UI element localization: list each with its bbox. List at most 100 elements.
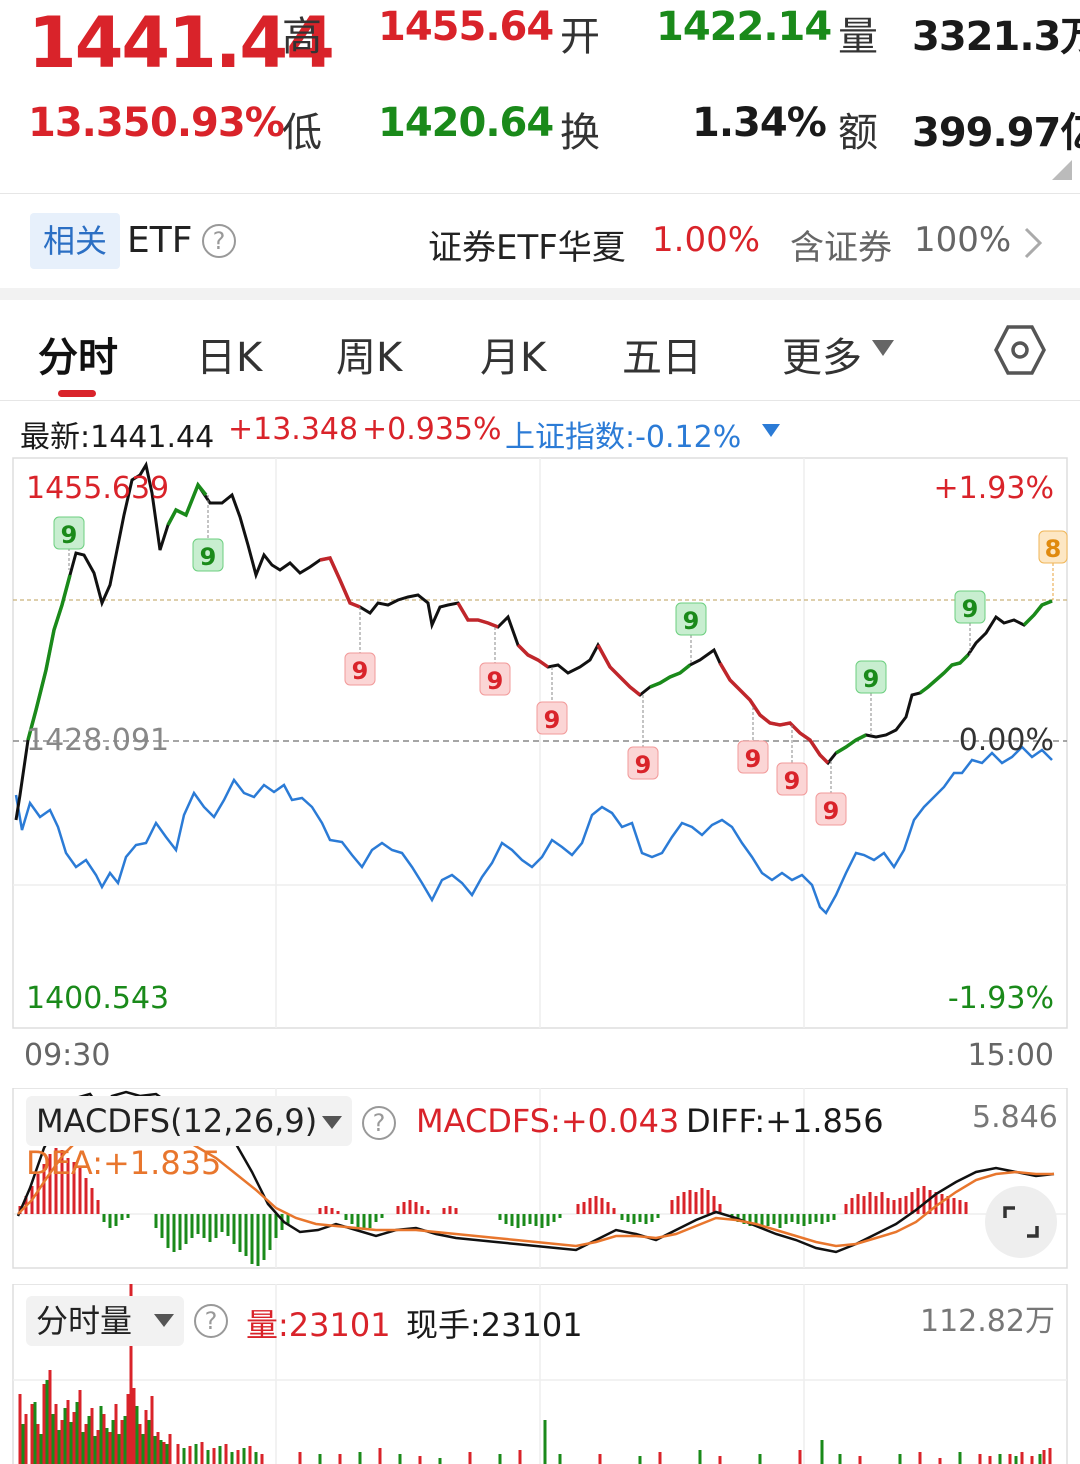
diff-value: DIFF:+1.856 bbox=[686, 1102, 884, 1140]
price-down-segment bbox=[456, 602, 499, 629]
open-label: 开 bbox=[560, 14, 600, 60]
quote-header: 1441.44 高 1455.64 开 1422.14 量 3321.3万 13… bbox=[0, 0, 1080, 192]
open-value: 1422.14 bbox=[656, 4, 832, 50]
y-high-label: 1455.639 bbox=[26, 471, 169, 506]
svg-text:9: 9 bbox=[200, 543, 217, 571]
svg-text:9: 9 bbox=[683, 607, 700, 635]
tab-daily-k[interactable]: 日K bbox=[196, 335, 263, 381]
etf-label: ETF bbox=[127, 220, 193, 261]
price-up-segment bbox=[1022, 599, 1053, 627]
turnover-value: 1.34% bbox=[692, 100, 827, 146]
help-icon[interactable]: ? bbox=[202, 224, 236, 258]
high-value: 1455.64 bbox=[378, 4, 554, 50]
svg-text:9: 9 bbox=[635, 751, 652, 779]
tab-five-day[interactable]: 五日 bbox=[622, 335, 702, 381]
tab-monthly-k[interactable]: 月K bbox=[480, 335, 547, 381]
svg-text:9: 9 bbox=[863, 665, 880, 693]
tab-more[interactable]: 更多 bbox=[782, 335, 862, 381]
etf-name[interactable]: 证券ETF华夏 bbox=[428, 228, 626, 268]
macd-select-label: MACDFS(12,26,9) bbox=[36, 1102, 318, 1140]
divider bbox=[0, 400, 1080, 401]
svg-text:9: 9 bbox=[544, 706, 561, 734]
latest-change: +13.348 bbox=[228, 412, 359, 447]
time-start-label: 09:30 bbox=[24, 1038, 110, 1073]
time-end-label: 15:00 bbox=[968, 1038, 1054, 1073]
etf-holding-pct: 100% bbox=[914, 220, 1012, 260]
price-up-segment bbox=[166, 481, 208, 526]
tab-weekly-k[interactable]: 周K bbox=[336, 335, 403, 381]
fullscreen-icon bbox=[1003, 1206, 1039, 1238]
tab-intraday[interactable]: 分时 bbox=[38, 335, 118, 381]
macd-histogram bbox=[18, 1148, 968, 1266]
etf-holding-label: 含证券 bbox=[790, 228, 892, 268]
dea-value: DEA:+1.835 bbox=[26, 1144, 222, 1182]
intraday-chart[interactable]: 9 9 9 9 9 9 9 9 9 9 9 9 bbox=[0, 455, 1080, 1085]
y-mid-label: 1428.091 bbox=[26, 723, 169, 758]
last-signal-label: 8 bbox=[1045, 535, 1062, 563]
help-icon[interactable]: ? bbox=[362, 1106, 396, 1140]
volume-label: 量 bbox=[838, 14, 878, 60]
volume-indicator-select[interactable]: 分时量 bbox=[26, 1296, 184, 1346]
macdfs-value: MACDFS:+0.043 bbox=[416, 1102, 680, 1140]
triangle-down-icon[interactable] bbox=[762, 424, 780, 438]
price-up-segment bbox=[918, 653, 970, 695]
svg-text:9: 9 bbox=[61, 521, 78, 549]
latest-change-pct: +0.935% bbox=[362, 412, 502, 447]
turnover-label: 换 bbox=[560, 110, 600, 156]
price-down-segment bbox=[319, 556, 361, 609]
triangle-down-icon[interactable] bbox=[322, 1116, 342, 1130]
volume-select-label: 分时量 bbox=[36, 1302, 133, 1340]
macd-indicator-select[interactable]: MACDFS(12,26,9) bbox=[26, 1096, 352, 1146]
volume-bars bbox=[18, 1284, 1052, 1464]
svg-text:9: 9 bbox=[784, 767, 801, 795]
volume-panel[interactable] bbox=[0, 1284, 1080, 1464]
pct-mid-label: 0.00% bbox=[959, 723, 1054, 758]
active-tab-indicator bbox=[58, 390, 96, 397]
volume-value: 3321.3万 bbox=[912, 14, 1080, 60]
high-label: 高 bbox=[282, 14, 322, 60]
price-up-segment bbox=[835, 733, 867, 755]
triangle-down-icon[interactable] bbox=[872, 340, 894, 358]
volume-max-value: 112.82万 bbox=[920, 1304, 1055, 1339]
etf-pct: 1.00% bbox=[652, 220, 761, 260]
macd-max-value: 5.846 bbox=[972, 1100, 1058, 1135]
price-up-segment bbox=[26, 574, 72, 741]
chevron-right-icon[interactable] bbox=[1022, 226, 1044, 260]
signal-markers: 9 9 9 9 9 9 9 9 9 9 9 9 bbox=[53, 495, 1068, 826]
expand-corner-icon[interactable] bbox=[1052, 160, 1072, 180]
svg-text:9: 9 bbox=[487, 667, 504, 695]
price-up-segment bbox=[649, 663, 692, 689]
index-compare[interactable]: 上证指数:-0.12% bbox=[505, 420, 742, 455]
low-label: 低 bbox=[282, 110, 322, 156]
latest-price: 最新:1441.44 bbox=[20, 420, 215, 455]
fullscreen-button[interactable] bbox=[985, 1186, 1057, 1258]
divider bbox=[0, 193, 1080, 194]
svg-text:9: 9 bbox=[352, 657, 369, 685]
triangle-down-icon[interactable] bbox=[154, 1314, 174, 1328]
svg-text:9: 9 bbox=[745, 745, 762, 773]
related-tag: 相关 bbox=[30, 213, 120, 269]
diff-line bbox=[16, 1090, 1055, 1254]
pct-low-label: -1.93% bbox=[948, 981, 1054, 1016]
price-down-segment bbox=[596, 644, 642, 697]
change-value: 13.35 bbox=[28, 100, 151, 146]
change-pct: 0.93% bbox=[150, 100, 285, 146]
price-down-segment bbox=[718, 662, 830, 765]
settings-hexagon-icon[interactable] bbox=[994, 324, 1046, 376]
section-gap bbox=[0, 288, 1080, 300]
hand-value: 现手:23101 bbox=[406, 1306, 583, 1344]
svg-text:9: 9 bbox=[962, 595, 979, 623]
y-low-label: 1400.543 bbox=[26, 981, 169, 1016]
amount-label: 额 bbox=[838, 110, 878, 156]
svg-text:9: 9 bbox=[823, 797, 840, 825]
macd-panel[interactable] bbox=[0, 1088, 1080, 1273]
amount-value: 399.97亿 bbox=[912, 110, 1080, 156]
low-value: 1420.64 bbox=[378, 100, 554, 146]
price-down-segment bbox=[516, 643, 550, 669]
pct-high-label: +1.93% bbox=[934, 471, 1054, 506]
index-line bbox=[14, 745, 1053, 916]
price-line bbox=[14, 460, 1053, 821]
last-price: 1441.44 bbox=[28, 2, 335, 84]
help-icon[interactable]: ? bbox=[194, 1304, 228, 1338]
volume-value: 量:23101 bbox=[246, 1306, 391, 1344]
